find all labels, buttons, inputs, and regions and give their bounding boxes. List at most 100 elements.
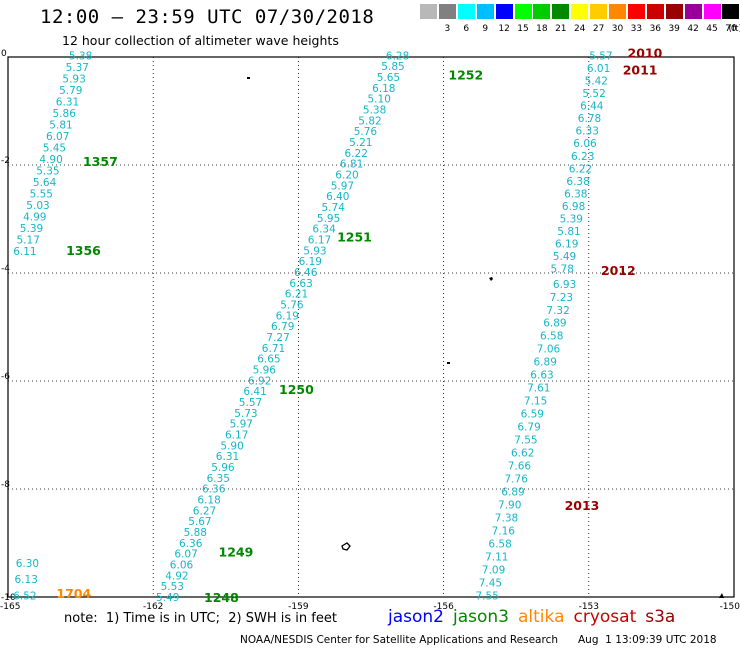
wave-height-value: 5.39 <box>560 214 583 226</box>
wave-height-value: 7.27 <box>266 332 289 344</box>
wave-height-value: 6.07 <box>46 131 69 143</box>
wave-height-value: 5.52 <box>582 88 605 100</box>
wave-height-value: 5.74 <box>322 202 346 214</box>
wave-height-value: 4.92 <box>165 570 188 582</box>
scale-label: 18 <box>536 24 548 34</box>
page-title: 12:00 – 23:59 UTC 07/30/2018 <box>40 6 375 28</box>
x-tick-label: -162 <box>143 602 163 612</box>
scale-swatch <box>457 4 475 19</box>
footer-timestamp: Aug 1 13:09:39 UTC 2018 <box>578 634 717 646</box>
satellite-tracks: 5.385.375.935.796.315.865.816.075.454.90… <box>13 46 662 605</box>
wave-height-value: 5.76 <box>354 126 378 138</box>
pass-number-label: 1250 <box>279 382 314 397</box>
wave-height-value: 5.45 <box>43 142 66 154</box>
wave-height-value: 6.21 <box>285 289 308 301</box>
island <box>719 593 724 598</box>
wave-height-value: 6.41 <box>243 386 266 398</box>
map-frame <box>7 56 735 598</box>
wave-height-value: 6.20 <box>335 170 358 182</box>
pass-number-label: 1356 <box>66 243 101 258</box>
y-tick-label: -8 <box>1 480 10 490</box>
wave-height-value: 5.10 <box>368 94 391 106</box>
map-grid <box>8 57 734 597</box>
footer-credit: NOAA/NESDIS Center for Satellite Applica… <box>240 634 558 646</box>
wave-height-value: 5.90 <box>220 440 243 452</box>
scale-swatch <box>609 4 626 19</box>
wave-height-value: 5.79 <box>59 85 82 97</box>
y-tick-label: -6 <box>1 372 10 382</box>
wave-height-value: 5.64 <box>33 177 57 189</box>
wave-height-value: 5.81 <box>49 119 72 131</box>
wave-height-value: 5.97 <box>230 419 253 431</box>
wave-height-value: 6.89 <box>543 318 566 330</box>
scale-label: 9 <box>482 24 489 34</box>
scale-label: 42 <box>687 24 699 34</box>
footer-note: note: 1) Time is in UTC; 2) SWH is in fe… <box>64 611 337 626</box>
wave-height-value: 5.78 <box>551 264 574 276</box>
scale-unit: (ft) <box>728 24 740 34</box>
wave-height-value: 6.38 <box>566 176 589 188</box>
wave-height-value: 6.36 <box>202 484 226 496</box>
scale-label: 24 <box>573 24 586 34</box>
scale-swatch <box>627 4 645 19</box>
scale-swatch <box>571 4 589 19</box>
wave-height-value: 6.27 <box>193 505 216 517</box>
wave-height-value: 5.93 <box>62 73 85 85</box>
wave-height-value: 7.55 <box>476 590 499 602</box>
island <box>447 362 450 364</box>
wave-height-value: 5.53 <box>161 581 184 593</box>
scale-swatch <box>665 4 683 19</box>
scale-swatch <box>684 4 702 19</box>
page-subtitle: 12 hour collection of altimeter wave hei… <box>62 33 339 48</box>
scale-swatch <box>438 4 456 19</box>
wave-height-value: 5.38 <box>363 105 386 117</box>
wave-height-value: 6.58 <box>488 539 511 551</box>
legend-jason3: jason3 <box>453 607 509 627</box>
wave-height-value: 6.17 <box>225 430 248 442</box>
island <box>489 277 493 281</box>
wave-height-value: 6.06 <box>573 138 597 150</box>
wave-height-value: 6.59 <box>521 409 544 421</box>
wave-height-value: 6.07 <box>174 549 197 561</box>
wave-height-value: 6.13 <box>15 574 38 586</box>
wave-height-value: 6.18 <box>197 495 220 507</box>
scale-label: 33 <box>630 24 643 34</box>
scale-label: 12 <box>498 24 510 34</box>
wave-height-value: 5.57 <box>239 397 262 409</box>
wave-height-value: 5.65 <box>377 72 400 84</box>
wave-height-value: 6.11 <box>13 246 36 258</box>
islands <box>247 77 724 598</box>
wave-height-value: 6.89 <box>534 357 557 369</box>
scale-swatch <box>514 4 532 19</box>
pass-number-label: 2013 <box>565 498 600 513</box>
wave-height-value: 6.23 <box>571 151 594 163</box>
wave-height-value: 7.32 <box>546 305 569 317</box>
wave-height-value: 6.81 <box>340 159 363 171</box>
wave-height-value: 6.28 <box>386 50 409 62</box>
wave-height-value: 6.89 <box>501 487 524 499</box>
wave-height-value: 6.40 <box>326 191 349 203</box>
wave-height-value: 5.35 <box>36 165 59 177</box>
wave-height-value: 6.62 <box>511 448 534 460</box>
y-tick-label: 0 <box>1 49 7 59</box>
scale-swatch <box>495 4 513 19</box>
scale-label: 3 <box>444 24 451 34</box>
wave-height-value: 5.93 <box>303 245 326 257</box>
scale-label: 15 <box>517 24 529 34</box>
legend-cryosat: cryosat <box>573 607 637 627</box>
pass-number-label: 2010 <box>628 46 663 61</box>
wave-height-value: 5.03 <box>26 200 49 212</box>
scale-swatch <box>703 4 721 19</box>
island <box>247 77 250 79</box>
wave-height-value: 5.55 <box>30 188 53 200</box>
wave-height-value: 6.30 <box>16 558 39 570</box>
wave-height-value: 6.63 <box>530 370 553 382</box>
wave-height-value: 5.85 <box>381 61 404 73</box>
wave-height-value: 6.79 <box>517 422 540 434</box>
wave-height-value: 5.82 <box>358 115 381 127</box>
wave-height-value: 5.95 <box>317 213 340 225</box>
scale-label: 27 <box>592 24 605 34</box>
wave-height-value: 7.45 <box>479 577 502 589</box>
pass-number-label: 1249 <box>219 545 254 560</box>
